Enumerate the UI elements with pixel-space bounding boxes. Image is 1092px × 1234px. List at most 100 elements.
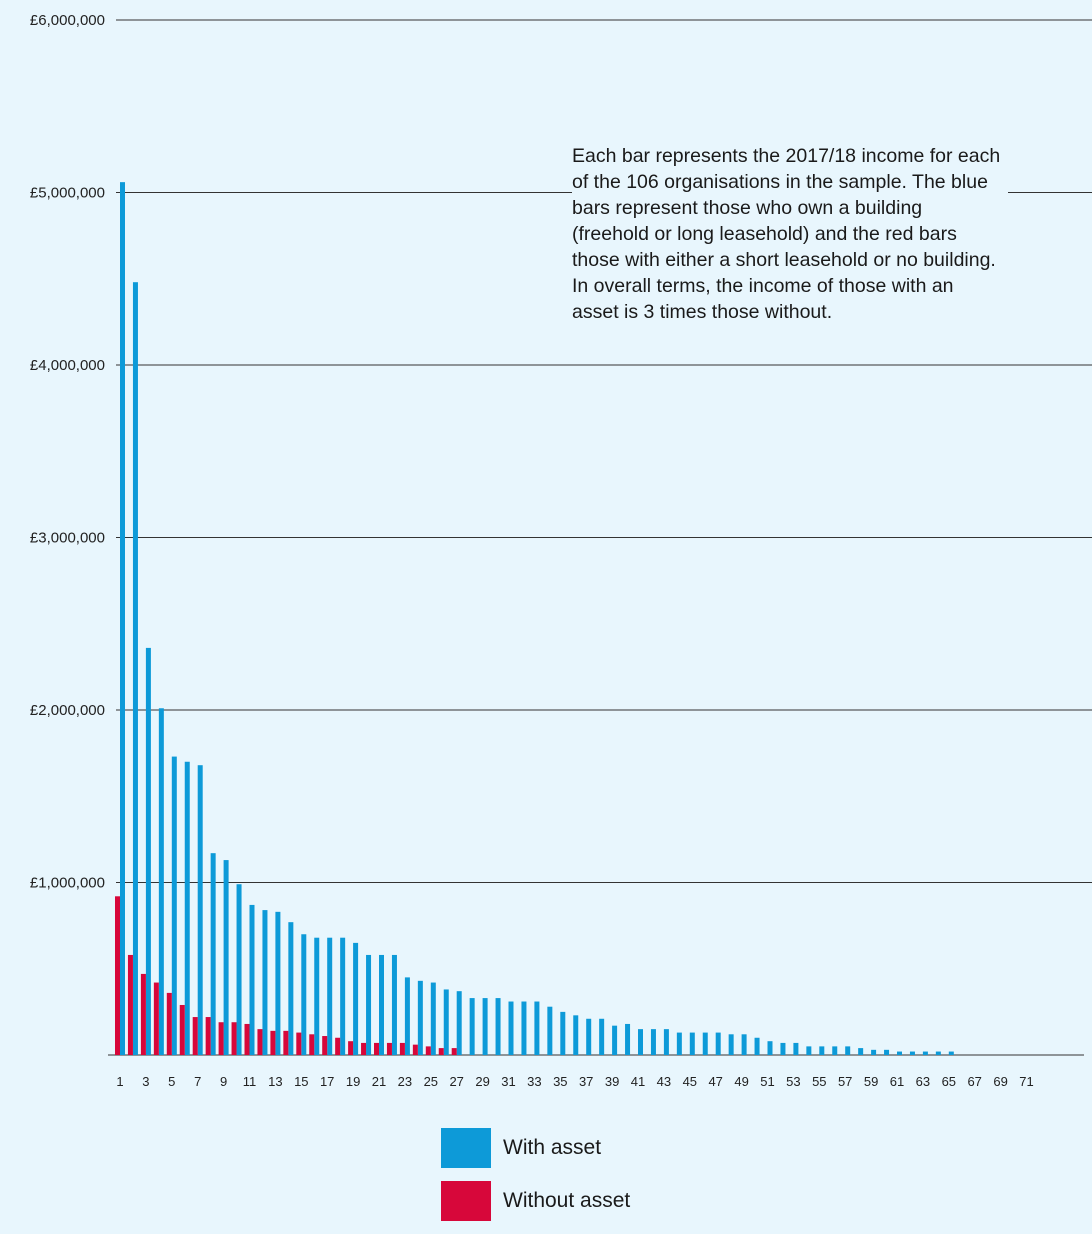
bar-without-asset [218, 1022, 224, 1055]
x-tick-label: 69 [993, 1074, 1007, 1089]
x-tick-label: 39 [605, 1074, 619, 1089]
bar-without-asset [386, 1042, 392, 1055]
y-tick-label: £3,000,000 [30, 530, 105, 547]
bar-without-asset [166, 992, 172, 1055]
y-axis-tick-labels: £6,000,000 £5,000,000 £4,000,000 £3,000,000… [30, 12, 105, 892]
bar-with-asset [845, 1046, 851, 1056]
bar-with-asset [793, 1042, 799, 1055]
bar-without-asset [322, 1036, 328, 1055]
bar-without-asset [244, 1023, 250, 1055]
bar-with-asset [741, 1034, 747, 1055]
bar-without-asset [335, 1037, 341, 1055]
bar-with-asset [262, 910, 268, 1055]
bar-with-asset [197, 765, 203, 1055]
bar-with-asset [534, 1001, 540, 1055]
bar-without-asset [412, 1044, 418, 1055]
bar-with-asset [145, 647, 151, 1055]
x-tick-label: 21 [372, 1074, 386, 1089]
bar-with-asset [806, 1046, 812, 1056]
bar-without-asset [296, 1032, 302, 1055]
bar-with-asset [909, 1051, 915, 1055]
bar-with-asset [443, 989, 449, 1055]
x-tick-label: 55 [812, 1074, 826, 1089]
chart-legend: With asset Without asset [441, 1128, 630, 1234]
bar-with-asset [922, 1051, 928, 1055]
bar-without-asset [270, 1030, 276, 1055]
legend-label-with-asset: With asset [503, 1136, 602, 1159]
y-tick-label: £6,000,000 [30, 12, 105, 29]
bar-with-asset [120, 182, 125, 1055]
bar-without-asset [425, 1046, 431, 1056]
bar-with-asset [366, 954, 372, 1055]
bars [115, 182, 954, 1056]
bar-with-asset [495, 998, 501, 1055]
bar-with-asset [391, 954, 397, 1055]
x-tick-label: 49 [734, 1074, 748, 1089]
bar-with-asset [638, 1029, 643, 1056]
bar-with-asset [521, 1001, 527, 1055]
bar-with-asset [430, 982, 436, 1055]
bar-with-asset [469, 998, 475, 1055]
chart-annotation: Each bar represents the 2017/18 income f… [572, 143, 1008, 325]
x-tick-label: 7 [194, 1074, 201, 1089]
x-axis-tick-labels: 1 3 5 7 9 11 13 15 17 19 21 23 25 27 29 31 33 35 37 39 41 43 4… [116, 1074, 1033, 1089]
x-tick-label: 61 [890, 1074, 904, 1089]
bar-without-asset [451, 1048, 457, 1055]
bar-without-asset [153, 982, 159, 1055]
legend-label-without-asset: Without asset [503, 1189, 631, 1212]
bar-with-asset [767, 1041, 773, 1055]
x-tick-label: 17 [320, 1074, 334, 1089]
bar-without-asset [399, 1042, 405, 1055]
bar-with-asset [223, 860, 229, 1055]
legend-item-without-asset: Without asset [441, 1181, 630, 1221]
x-tick-label: 3 [142, 1074, 149, 1089]
x-tick-label: 11 [243, 1074, 257, 1089]
x-tick-label: 29 [475, 1074, 489, 1089]
bar-with-asset [676, 1032, 682, 1055]
bar-with-asset [379, 954, 384, 1055]
bar-with-asset [754, 1037, 760, 1055]
y-tick-label: £2,000,000 [30, 702, 105, 719]
bar-without-asset [348, 1041, 354, 1055]
x-tick-label: 19 [346, 1074, 360, 1089]
bar-with-asset [586, 1018, 592, 1055]
bar-with-asset [858, 1048, 864, 1055]
y-tick-label: £1,000,000 [30, 875, 105, 892]
x-tick-label: 27 [449, 1074, 463, 1089]
bar-without-asset [205, 1017, 211, 1055]
bar-with-asset [456, 991, 462, 1055]
bar-with-asset [288, 922, 294, 1055]
bar-with-asset [560, 1011, 566, 1056]
bar-with-asset [275, 911, 281, 1055]
bar-with-asset [715, 1032, 721, 1055]
bar-with-asset [897, 1051, 902, 1055]
bar-with-asset [171, 756, 177, 1055]
bar-with-asset [508, 1001, 514, 1055]
bar-with-asset [340, 937, 346, 1055]
bar-without-asset [140, 973, 146, 1055]
bar-with-asset [612, 1025, 618, 1055]
bar-with-asset [650, 1029, 656, 1056]
x-tick-label: 67 [967, 1074, 981, 1089]
x-tick-label: 63 [916, 1074, 930, 1089]
bar-without-asset [283, 1030, 289, 1055]
bar-with-asset [871, 1049, 877, 1055]
x-tick-label: 15 [294, 1074, 308, 1089]
bar-with-asset [301, 934, 307, 1055]
bar-with-asset [327, 937, 333, 1055]
bar-with-asset [353, 942, 359, 1056]
bar-with-asset [948, 1051, 954, 1055]
x-tick-label: 31 [501, 1074, 515, 1089]
legend-swatch-without-asset [441, 1181, 491, 1221]
bar-without-asset [374, 1042, 379, 1055]
x-tick-label: 25 [424, 1074, 438, 1089]
y-tick-label: £4,000,000 [30, 357, 105, 374]
bar-without-asset [192, 1017, 198, 1055]
bar-with-asset [482, 998, 488, 1055]
x-tick-label: 37 [579, 1074, 593, 1089]
bar-with-asset [404, 977, 410, 1056]
x-tick-label: 57 [838, 1074, 852, 1089]
bar-with-asset [884, 1049, 890, 1055]
x-tick-label: 71 [1019, 1074, 1033, 1089]
